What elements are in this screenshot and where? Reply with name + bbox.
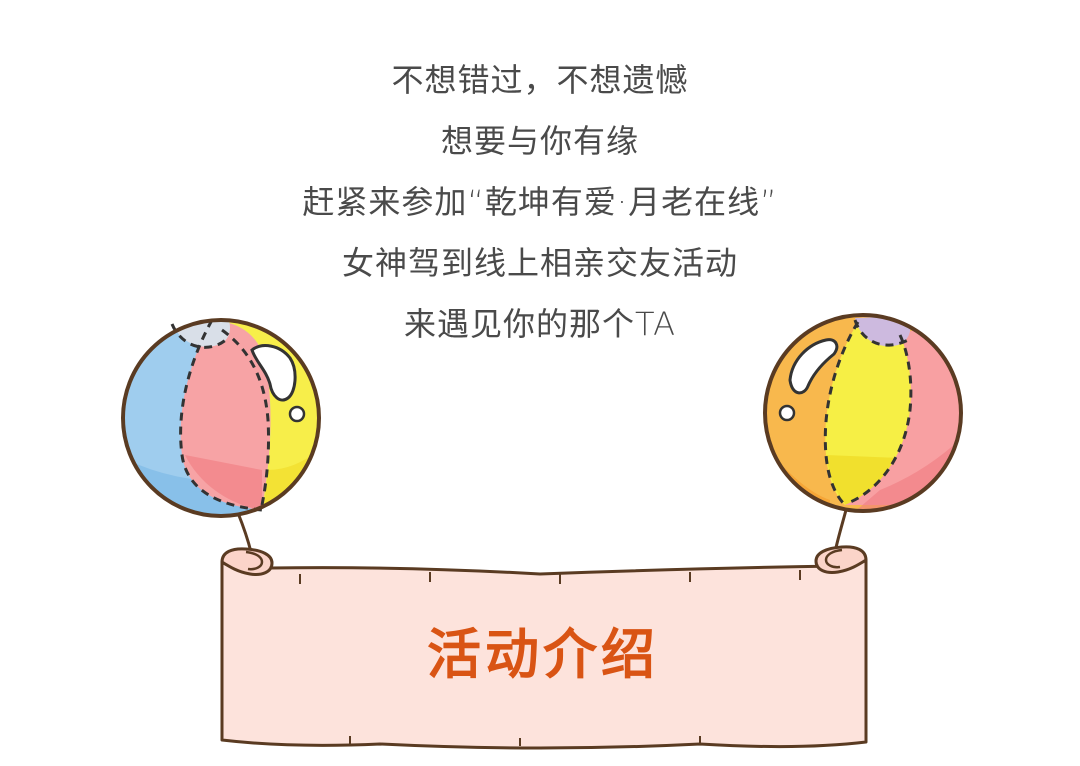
scroll-banner [220,545,868,750]
banner-title: 活动介绍 [427,623,659,686]
left-balloon [121,318,321,518]
intro-line-5: 来遇见你的那个TA [404,305,676,343]
intro-line-1: 不想错过，不想遗憾 [391,61,689,99]
intro-line-4: 女神驾到线上相亲交友活动 [341,244,738,282]
intro-line-3: 赶紧来参加“乾坤有爱·月老在线” [302,183,778,221]
left-balloon-string [236,512,253,553]
right-balloon [763,313,963,513]
intro-text: 不想错过，不想遗憾 想要与你有缘 赶紧来参加“乾坤有爱·月老在线” 女神驾到线上… [0,52,1080,357]
intro-line-2: 想要与你有缘 [440,122,639,160]
